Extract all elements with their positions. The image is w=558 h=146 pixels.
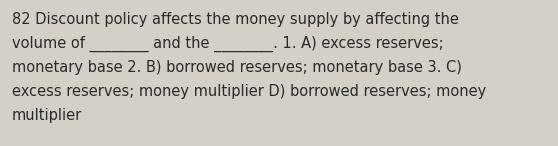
Text: monetary base 2. B) borrowed reserves; monetary base 3. C): monetary base 2. B) borrowed reserves; m…	[12, 60, 462, 75]
Text: multiplier: multiplier	[12, 108, 82, 123]
Text: excess reserves; money multiplier D) borrowed reserves; money: excess reserves; money multiplier D) bor…	[12, 84, 486, 99]
Text: volume of ________ and the ________. 1. A) excess reserves;: volume of ________ and the ________. 1. …	[12, 36, 444, 52]
Text: 82 Discount policy affects the money supply by affecting the: 82 Discount policy affects the money sup…	[12, 12, 459, 27]
